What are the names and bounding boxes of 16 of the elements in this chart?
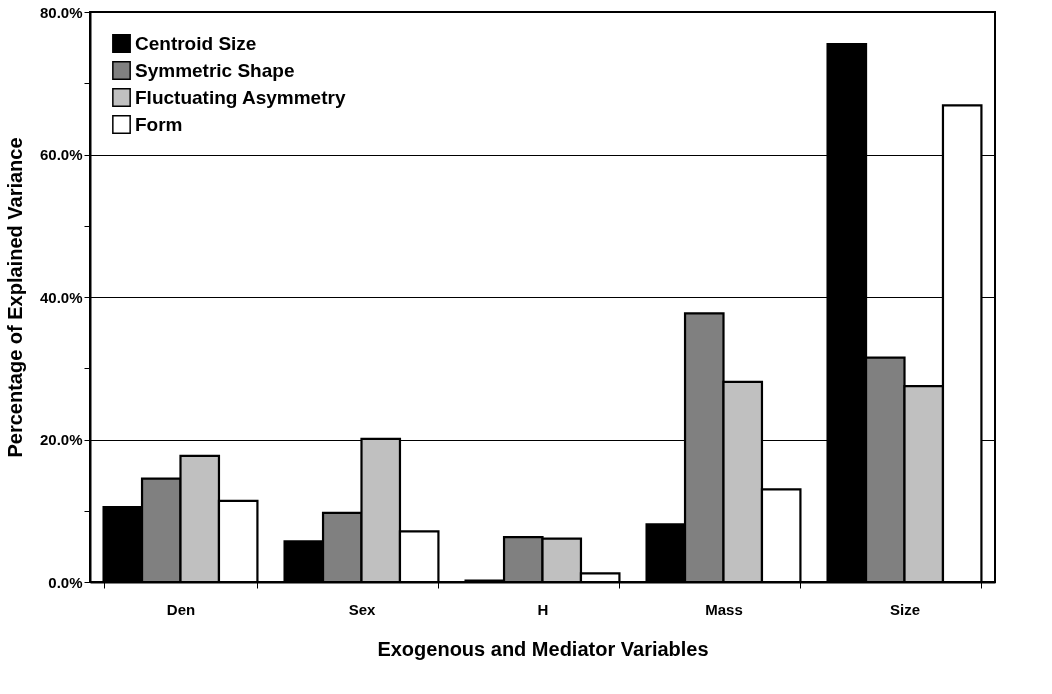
y-tick-label: 40.0%	[39, 288, 83, 306]
x-tick-label: H	[537, 600, 549, 618]
x-tick-label: Sex	[348, 600, 376, 618]
y-tick-label: 80.0%	[39, 3, 83, 21]
y-tick-label: 0.0%	[48, 573, 83, 591]
x-tick-label: Den	[166, 600, 196, 618]
y-tick-label: 20.0%	[39, 431, 83, 448]
legend-label: Symmetric Shape	[135, 59, 295, 81]
x-axis-title: Exogenous and Mediator Variables	[377, 637, 709, 660]
x-tick-label: Size	[889, 600, 921, 618]
legend-label: Fluctuating Asymmetry	[135, 86, 346, 108]
legend-label: Centroid Size	[135, 32, 257, 54]
y-tick-label: 60.0%	[39, 146, 83, 163]
legend-label: Form	[135, 113, 183, 135]
x-tick-label: Mass	[705, 600, 743, 618]
y-axis-title: Percentage of Explained Variance	[3, 137, 26, 458]
